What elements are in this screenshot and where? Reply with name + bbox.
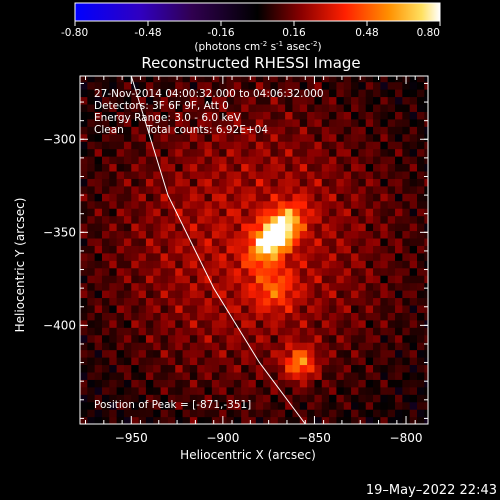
colorbar-tick-label: 0.80 <box>417 27 440 39</box>
x-tick-label: −900 <box>206 431 239 445</box>
x-tick-label: −850 <box>298 431 331 445</box>
colorbar-tick-label: -0.16 <box>207 27 234 39</box>
y-tick-label: −400 <box>43 318 76 332</box>
y-tick-label: −300 <box>43 132 76 146</box>
annotation-detectors: Detectors: 3F 6F 9F, Att 0 <box>94 100 229 112</box>
annotation-peak: Position of Peak = [-871,-351] <box>94 399 251 411</box>
solar-limb-line <box>130 76 306 424</box>
y-axis-label: Heliocentric Y (arcsec) <box>13 198 27 333</box>
annotation-counts: Total counts: 6.92E+04 <box>145 124 268 136</box>
x-tick-label: −800 <box>390 431 423 445</box>
chart-title: Reconstructed RHESSI Image <box>141 54 360 72</box>
annotation-clean: Clean <box>94 124 124 136</box>
x-tick-label: −950 <box>115 431 148 445</box>
colorbar-tick-label: -0.80 <box>61 27 88 39</box>
y-tick-label: −350 <box>43 225 76 239</box>
axis-ticks: −950 −900 −850 −800 −300 −350 −400 <box>43 76 428 445</box>
footer-timestamp: 19–May–2022 22:43 <box>366 483 497 498</box>
colorbar-tick-label: 0.48 <box>355 27 378 39</box>
annotations: 27-Nov-2014 04:00:32.000 to 04:06:32.000… <box>94 88 324 411</box>
colorbar-tick-label: 0.16 <box>282 27 306 39</box>
annotation-energy: Energy Range: 3.0 - 6.0 keV <box>94 112 242 124</box>
heatmap-image <box>80 76 428 424</box>
colorbar-unit-label: (photons cm-2 s-1 asec-2) <box>194 40 321 53</box>
colorbar-tick-label: -0.48 <box>134 27 161 39</box>
colorbar <box>74 2 441 22</box>
x-axis-label: Heliocentric X (arcsec) <box>180 448 316 462</box>
plot-frame <box>79 75 429 425</box>
annotation-time: 27-Nov-2014 04:00:32.000 to 04:06:32.000 <box>94 88 324 100</box>
colorbar-ticks: -0.80 -0.48 -0.16 0.16 0.48 0.80 <box>61 21 441 39</box>
